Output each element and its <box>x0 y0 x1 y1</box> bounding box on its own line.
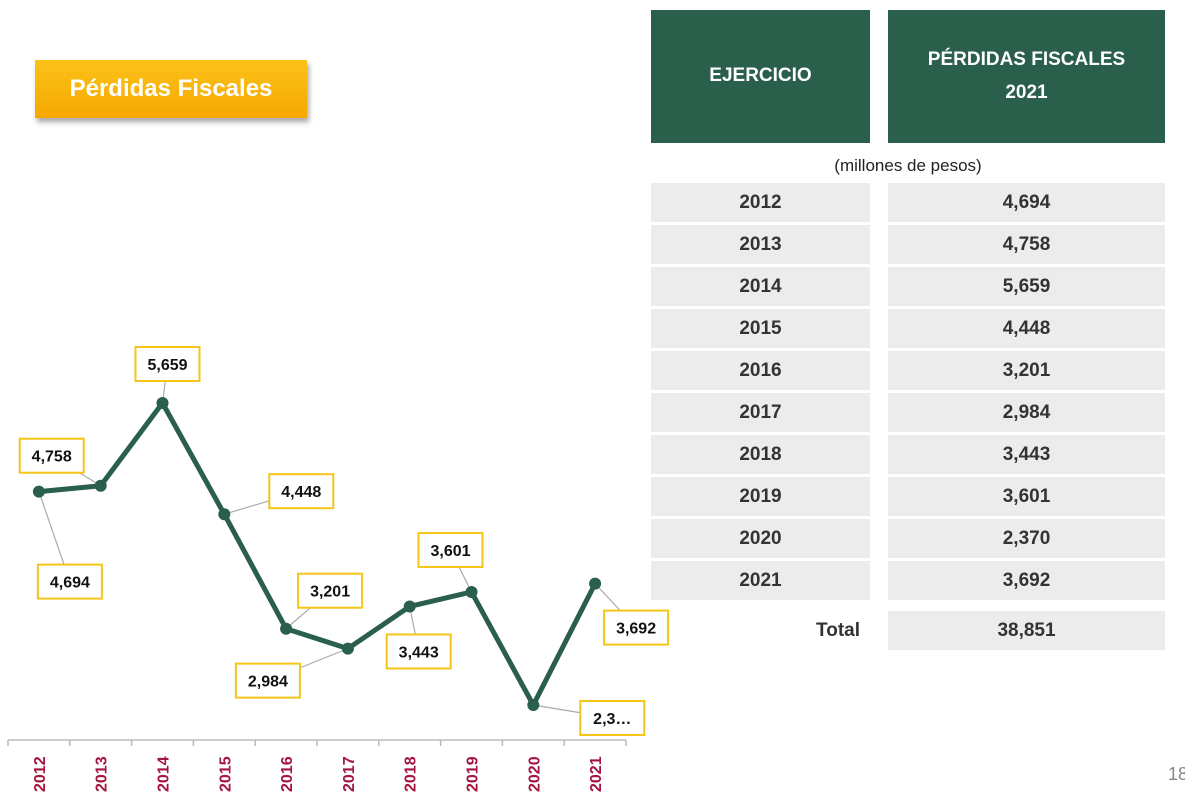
value-cell: 3,692 <box>888 561 1165 600</box>
label-box <box>18 437 85 474</box>
year-cell: 2017 <box>651 393 870 432</box>
year-cell: 2019 <box>651 477 870 516</box>
point <box>94 479 107 492</box>
point <box>527 699 540 711</box>
value-cell: 2,370 <box>888 519 1165 558</box>
chart: 2012 2013 2014 2015 2016 2017 2018 2019 2020 2021… <box>7 346 670 792</box>
x-tick-label: 2015 <box>217 756 234 792</box>
x-tick-label: 2016 <box>279 756 296 792</box>
data-label: 3,692 <box>616 621 656 638</box>
label-box <box>385 633 452 670</box>
value-cell: 5,659 <box>888 267 1165 306</box>
year-cell: 2014 <box>651 267 870 306</box>
label-box <box>234 662 301 699</box>
year-cell: 2021 <box>651 561 870 600</box>
label-box <box>134 346 201 382</box>
line <box>38 400 598 708</box>
x-tick-label: 2020 <box>526 756 543 792</box>
table-unit: (millones de pesos) <box>834 156 982 175</box>
x-tick-label: 2018 <box>403 756 420 792</box>
point <box>32 485 45 498</box>
data-label: 5,659 <box>147 357 187 374</box>
label-box <box>268 473 335 510</box>
label-box <box>417 531 484 568</box>
year-cell: 2016 <box>651 351 870 390</box>
table-header: PÉRDIDAS FISCALES 2021 <box>888 10 1165 143</box>
point <box>589 577 602 590</box>
data-label: 4,694 <box>50 575 90 592</box>
value-cell: 4,694 <box>888 183 1165 222</box>
data-label: 3,601 <box>430 543 470 560</box>
point <box>280 622 293 635</box>
point <box>341 642 354 655</box>
total-value: 38,851 <box>888 611 1165 650</box>
table-header: EJERCICIO <box>651 10 870 143</box>
slide-title: Pérdidas Fiscales <box>35 60 307 118</box>
value-cell: 3,443 <box>888 435 1165 474</box>
year-cell: 2013 <box>651 225 870 264</box>
point <box>218 508 231 521</box>
label-box <box>603 609 670 646</box>
value-cell: 3,201 <box>888 351 1165 390</box>
value-cell: 4,758 <box>888 225 1165 264</box>
value-cell: 3,601 <box>888 477 1165 516</box>
data-label: 2,3… <box>593 711 631 728</box>
label-box <box>579 700 646 736</box>
year-cell: 2018 <box>651 435 870 474</box>
x-tick-label: 2014 <box>156 756 173 792</box>
data-label: 4,758 <box>32 449 72 466</box>
x-tick-label: 2013 <box>94 756 111 792</box>
point <box>403 600 416 613</box>
data-label: 4,448 <box>281 484 321 501</box>
total-label: Total <box>816 620 860 641</box>
label-box <box>297 572 364 609</box>
point <box>465 585 478 598</box>
x-tick-label: 2017 <box>341 756 358 792</box>
value-cell: 2,984 <box>888 393 1165 432</box>
year-cell: 2015 <box>651 309 870 348</box>
data-label: 3,443 <box>399 644 439 661</box>
data-label: 2,984 <box>248 674 288 691</box>
x-tick-label: 2019 <box>465 756 482 792</box>
value-cell: 4,448 <box>888 309 1165 348</box>
x-tick-label: 2021 <box>588 756 605 792</box>
year-cell: 2020 <box>651 519 870 558</box>
x-tick-label: 2012 <box>32 756 49 792</box>
year-cell: 2012 <box>651 183 870 222</box>
data-label: 3,201 <box>310 584 350 601</box>
page-number: 18 <box>1168 764 1185 784</box>
label-box <box>36 563 103 600</box>
point <box>156 397 169 409</box>
